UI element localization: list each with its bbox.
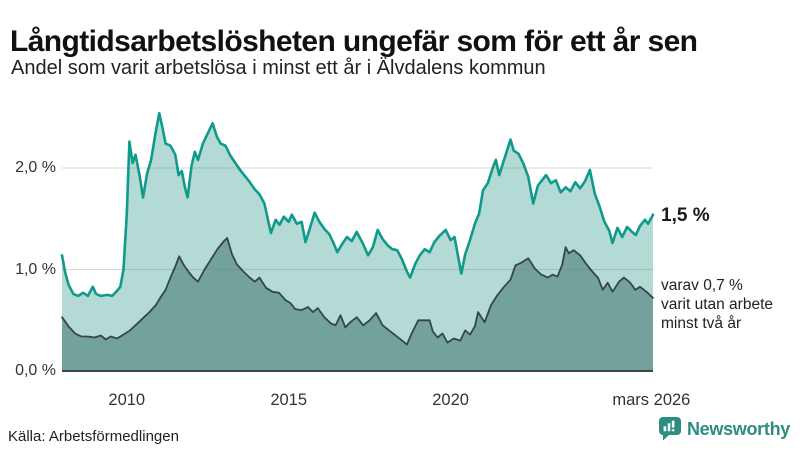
newsworthy-wordmark: Newsworthy <box>686 418 790 439</box>
x-tick-label: mars 2026 <box>612 391 691 409</box>
annotation-line: minst två år <box>661 314 742 332</box>
page-title: Långtidsarbetslösheten ungefär som för e… <box>10 25 698 59</box>
area-Andel arbetslösa minst två år <box>62 238 653 371</box>
newsworthy-logo[interactable]: Newsworthy <box>658 417 790 441</box>
source-credit: Källa: Arbetsförmedlingen <box>8 428 179 445</box>
line-Andel arbetslösa minst ett år <box>60 111 655 298</box>
y-tick-label: 0,0 % <box>15 362 56 379</box>
x-tick-label: 2020 <box>432 391 469 409</box>
x-tick-label: 2015 <box>270 391 308 409</box>
chart-subtitle: Andel som varit arbetslösa i minst ett å… <box>11 57 546 79</box>
y-tick-label: 2,0 % <box>15 159 56 176</box>
line-Andel arbetslösa minst två år <box>61 237 654 346</box>
x-tick-label: 2010 <box>108 391 146 409</box>
y-tick-label: 1,0 % <box>15 260 56 278</box>
annotation-line: varit utan arbete <box>661 295 774 313</box>
secondary-series-annotation: varav 0,7 % varit utan arbete minst två … <box>661 276 773 333</box>
annotation-line: varav 0,7 % <box>661 276 743 294</box>
newsworthy-bubble-icon <box>658 417 681 441</box>
series-end-value-label: 1,5 % <box>661 204 710 226</box>
x-axis-tick-labels: 2010 2015 2020 mars 2026 <box>0 391 800 413</box>
y-axis-tick-labels: 0,0 % 1,0 % 2,0 % <box>0 0 60 450</box>
